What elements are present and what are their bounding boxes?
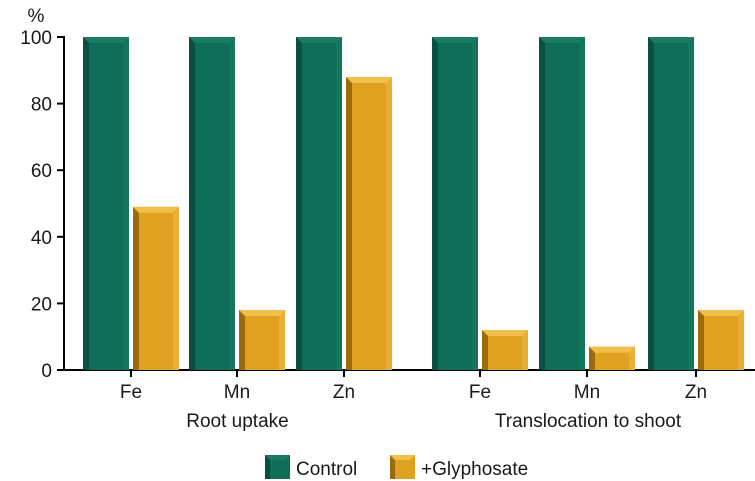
legend-item: Control: [265, 455, 357, 480]
axes: % 0 20 40 60 80 100: [20, 6, 755, 382]
legend-label: Control: [296, 459, 357, 480]
group-label: Root uptake: [186, 411, 288, 432]
control-bar: [83, 37, 129, 370]
y-tick-label: 0: [41, 361, 52, 382]
x-tick-label: Fe: [469, 382, 491, 403]
glyphosate-bar: [239, 310, 285, 370]
control-bar: [432, 37, 478, 370]
x-tick-label: Mn: [224, 382, 250, 403]
legend: Control +Glyphosate: [265, 455, 528, 480]
y-tick-label: 60: [31, 161, 52, 182]
x-tick-label: Fe: [120, 382, 142, 403]
labels: Fe Mn Zn Fe Mn Zn Root uptake Translocation to …: [120, 382, 707, 432]
control-bar: [189, 37, 235, 370]
control-bar: [539, 37, 585, 370]
x-tick-label: Zn: [333, 382, 355, 403]
glyphosate-bar: [482, 330, 528, 370]
y-tick-label: 100: [20, 28, 52, 49]
control-bar: [296, 37, 342, 370]
y-tick-label: 80: [31, 95, 52, 116]
y-tick-label: 20: [31, 294, 52, 315]
x-tick-label: Mn: [574, 382, 600, 403]
x-tick-label: Zn: [685, 382, 707, 403]
bars: [83, 37, 744, 371]
glyphosate-bar: [346, 76, 392, 371]
legend-label: +Glyphosate: [421, 459, 528, 480]
group-label: Translocation to shoot: [495, 411, 682, 432]
legend-item: +Glyphosate: [390, 455, 528, 480]
y-axis-label: %: [28, 6, 45, 27]
glyphosate-bar: [589, 346, 635, 370]
y-tick-label: 40: [31, 228, 52, 249]
glyphosate-bar: [698, 310, 744, 370]
glyphosate-bar: [133, 206, 179, 370]
control-bar: [648, 37, 694, 370]
